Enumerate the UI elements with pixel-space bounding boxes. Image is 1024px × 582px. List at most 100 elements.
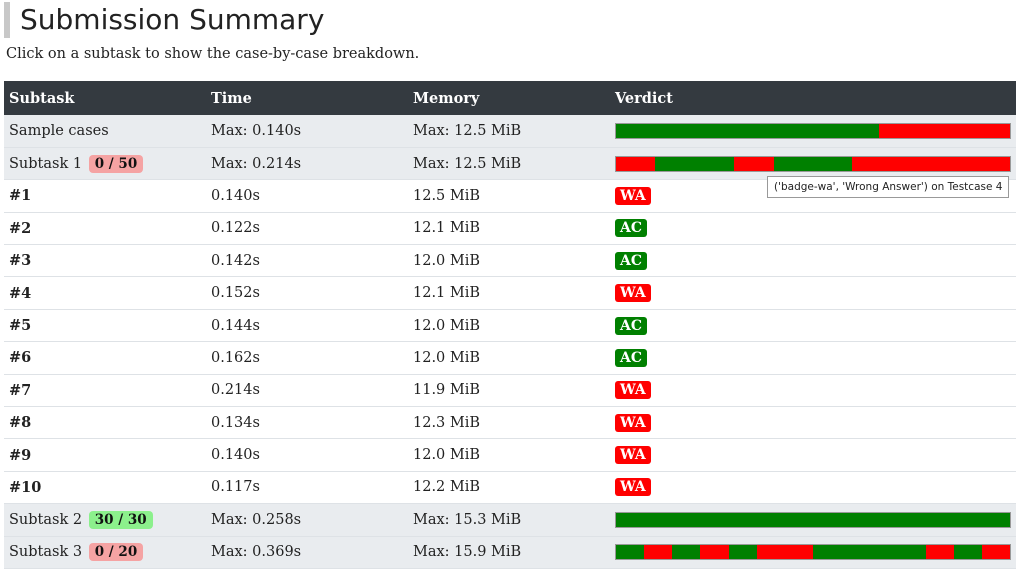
case-row: #6 0.162s 12.0 MiB AC xyxy=(4,341,1016,375)
case-memory: 12.1 MiB xyxy=(408,276,610,310)
subtask-memory: Max: 12.5 MiB xyxy=(408,115,610,148)
subtask-row-sample[interactable]: Sample cases Max: 0.140s Max: 12.5 MiB xyxy=(4,115,1016,148)
case-row: #3 0.142s 12.0 MiB AC xyxy=(4,244,1016,278)
segment-ac[interactable] xyxy=(655,156,695,171)
segment-wa[interactable] xyxy=(878,123,1010,138)
subtask-name-cell: Subtask 3 0 / 20 xyxy=(4,536,206,569)
case-memory: 12.2 MiB xyxy=(408,471,610,505)
case-verdict: AC xyxy=(610,212,1016,246)
case-name: #6 xyxy=(4,341,206,375)
page-title-block: Submission Summary xyxy=(0,2,324,38)
segment-wa[interactable] xyxy=(931,156,971,171)
case-time: 0.162s xyxy=(206,341,408,375)
case-row: #5 0.144s 12.0 MiB AC xyxy=(4,309,1016,343)
verdict-tooltip: ('badge-wa', 'Wrong Answer') on Testcase… xyxy=(767,176,1010,198)
segment-wa[interactable] xyxy=(644,545,673,560)
case-verdict: WA xyxy=(610,471,1016,505)
verdict-badge-wa: WA xyxy=(615,186,651,205)
verdict-bar[interactable] xyxy=(615,155,1011,172)
segment-wa[interactable] xyxy=(700,545,729,560)
case-name: #2 xyxy=(4,212,206,246)
case-row: #4 0.152s 12.1 MiB WA xyxy=(4,276,1016,310)
case-name: #9 xyxy=(4,438,206,472)
segment-ac[interactable] xyxy=(897,545,926,560)
subtask-verdict xyxy=(610,147,1016,181)
header-memory: Memory xyxy=(408,81,610,115)
case-time: 0.144s xyxy=(206,309,408,343)
case-verdict: WA xyxy=(610,276,1016,310)
case-memory: 12.3 MiB xyxy=(408,406,610,440)
score-badge: 0 / 50 xyxy=(88,154,144,173)
segment-ac[interactable] xyxy=(869,545,898,560)
subtask-memory: Max: 15.3 MiB xyxy=(408,503,610,537)
case-verdict: WA xyxy=(610,438,1016,472)
case-verdict: AC xyxy=(610,244,1016,278)
verdict-bar[interactable] xyxy=(615,544,1011,561)
verdict-badge-ac: AC xyxy=(615,251,648,270)
segment-ac[interactable] xyxy=(616,545,645,560)
subtask-name: Sample cases xyxy=(4,115,206,148)
verdict-badge-ac: AC xyxy=(615,348,648,367)
header-verdict: Verdict xyxy=(610,81,1016,115)
segment-ac[interactable] xyxy=(694,156,735,171)
verdict-bar[interactable] xyxy=(615,122,1011,139)
segment-ac[interactable] xyxy=(747,123,879,138)
segment-ac[interactable] xyxy=(813,156,853,171)
case-memory: 12.0 MiB xyxy=(408,244,610,278)
case-name: #4 xyxy=(4,276,206,310)
verdict-bar[interactable] xyxy=(615,511,1011,528)
segment-wa[interactable] xyxy=(756,545,785,560)
case-name: #1 xyxy=(4,179,206,213)
segment-wa[interactable] xyxy=(616,156,656,171)
header-time: Time xyxy=(206,81,408,115)
case-row: #7 0.214s 11.9 MiB WA xyxy=(4,374,1016,408)
case-row: #10 0.117s 12.2 MiB WA xyxy=(4,471,1016,505)
case-time: 0.214s xyxy=(206,374,408,408)
segment-wa[interactable] xyxy=(891,156,932,171)
case-time: 0.122s xyxy=(206,212,408,246)
subtask-name-cell: Subtask 2 30 / 30 xyxy=(4,503,206,537)
case-time: 0.134s xyxy=(206,406,408,440)
segment-ac[interactable] xyxy=(728,545,757,560)
subtask-row-2[interactable]: Subtask 2 30 / 30 Max: 0.258s Max: 15.3 … xyxy=(4,503,1016,537)
segment-ac[interactable] xyxy=(672,545,701,560)
segment-ac[interactable] xyxy=(616,512,1010,527)
subtask-name: Subtask 1 xyxy=(9,155,83,172)
case-memory: 12.0 MiB xyxy=(408,309,610,343)
subtask-name: Subtask 2 xyxy=(9,511,83,528)
subtask-time: Max: 0.214s xyxy=(206,147,408,181)
verdict-badge-wa: WA xyxy=(615,381,651,400)
subtask-name-cell: Subtask 1 0 / 50 xyxy=(4,147,206,181)
segment-wa[interactable] xyxy=(981,545,1010,560)
case-row: #9 0.140s 12.0 MiB WA xyxy=(4,438,1016,472)
subtask-verdict xyxy=(610,115,1016,148)
case-time: 0.152s xyxy=(206,276,408,310)
segment-wa[interactable] xyxy=(852,156,892,171)
segment-wa[interactable] xyxy=(970,156,1011,171)
verdict-badge-ac: AC xyxy=(615,219,648,238)
segment-ac[interactable] xyxy=(841,545,870,560)
segment-wa[interactable] xyxy=(925,545,954,560)
subtask-name: Subtask 3 xyxy=(9,544,83,561)
case-memory: 12.1 MiB xyxy=(408,212,610,246)
subtask-time: Max: 0.258s xyxy=(206,503,408,537)
segment-ac[interactable] xyxy=(773,156,814,171)
segment-ac[interactable] xyxy=(812,545,842,560)
case-memory: 12.5 MiB xyxy=(408,179,610,213)
subtask-row-1[interactable]: Subtask 1 0 / 50 Max: 0.214s Max: 12.5 M… xyxy=(4,147,1016,181)
segment-ac[interactable] xyxy=(616,123,748,138)
case-row: #8 0.134s 12.3 MiB WA xyxy=(4,406,1016,440)
case-time: 0.117s xyxy=(206,471,408,505)
segment-ac[interactable] xyxy=(953,545,982,560)
case-time: 0.140s xyxy=(206,438,408,472)
segment-wa[interactable] xyxy=(734,156,774,171)
subtask-time: Max: 0.140s xyxy=(206,115,408,148)
verdict-badge-wa: WA xyxy=(615,413,651,432)
verdict-badge-wa: WA xyxy=(615,284,651,303)
subtask-memory: Max: 12.5 MiB xyxy=(408,147,610,181)
case-row: #2 0.122s 12.1 MiB AC xyxy=(4,212,1016,246)
segment-wa[interactable] xyxy=(784,545,813,560)
subtask-row-3[interactable]: Subtask 3 0 / 20 Max: 0.369s Max: 15.9 M… xyxy=(4,536,1016,569)
page-title: Submission Summary xyxy=(20,3,325,36)
case-time: 0.140s xyxy=(206,179,408,213)
